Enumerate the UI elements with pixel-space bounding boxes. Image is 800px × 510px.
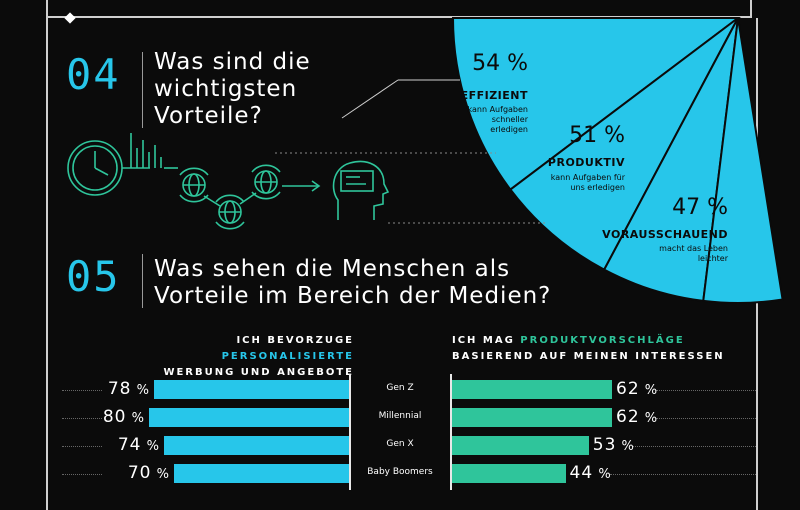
right-axis — [450, 374, 452, 490]
bar-graph-icon — [130, 133, 162, 168]
right-value-number-2: 62 — [616, 407, 640, 427]
generation-label-3: Gen X — [386, 439, 414, 449]
generation-label-2: Millennial — [378, 411, 422, 421]
fan-labels: 54 % EFFIZIENT kann Aufgabenschnellererled… — [461, 51, 729, 263]
left-value-unit-3: % — [141, 439, 160, 454]
globe-icon — [179, 167, 209, 203]
left-guide-1 — [62, 390, 102, 391]
fan-percent-3: 47 % — [672, 195, 728, 220]
left-bar-2 — [149, 408, 349, 427]
fan-label-3: VORAUSSCHAUEND — [602, 228, 728, 241]
left-value-number-1: 78 — [107, 379, 132, 399]
generation-label-4: Baby Boomers — [367, 467, 433, 477]
section-5-title-line-2: Vorteile im Bereich der Medien? — [154, 283, 552, 309]
section-5-divider — [142, 254, 143, 308]
left-value-3: 74 % — [102, 435, 160, 455]
section-4-title-line-2: wichtigsten — [154, 76, 298, 102]
fan-desc-3-1: macht das Leben — [659, 244, 728, 253]
left-value-unit-2: % — [126, 411, 145, 426]
fan-desc-2-1: kann Aufgaben für — [551, 173, 626, 182]
right-guide-4 — [609, 474, 756, 475]
fan-slice-1 — [451, 17, 741, 191]
left-chart-header: ICH BEVORZUGE PERSONALISIERTE WERBUNG UN… — [102, 333, 354, 381]
right-value-number-3: 53 — [592, 435, 617, 455]
right-chart-header: ICH MAG PRODUKTVORSCHLÄGE BASIEREND AUF … — [452, 333, 752, 365]
fan-label-2: PRODUKTIV — [548, 156, 625, 169]
fan-desc-1-3: erledigen — [490, 125, 528, 134]
right-bar-1 — [452, 380, 612, 399]
right-header-part-1: ICH MAG — [452, 335, 521, 346]
section-5-number: 05 — [66, 252, 121, 301]
section-5-title: Was sehen die Menschen als Vorteile im B… — [154, 256, 551, 310]
right-value-unit-2: % — [639, 411, 659, 426]
fan-label-1: EFFIZIENT — [461, 89, 528, 102]
right-value-unit-4: % — [593, 467, 612, 482]
left-value-2: 80 % — [87, 407, 145, 427]
right-header-highlight: PRODUKTVORSCHLÄGE — [520, 335, 685, 346]
right-value-3: 53 % — [593, 435, 653, 455]
left-header-part-1: ICH BEVORZUGE — [236, 335, 354, 346]
head-icon — [332, 160, 390, 220]
right-guide-2 — [656, 418, 756, 419]
fan-slices — [451, 17, 784, 304]
right-value-number-4: 44 — [569, 463, 594, 483]
fan-desc-3-2: leichter — [698, 254, 729, 263]
section-4-number: 04 — [66, 50, 121, 99]
process-illustration-icon — [67, 133, 390, 230]
generation-label-1: Gen Z — [386, 383, 414, 393]
left-axis — [349, 374, 351, 490]
fan-desc-1-1: kann Aufgaben — [468, 105, 529, 114]
left-value-number-3: 74 — [117, 435, 142, 455]
fan-percent-1: 54 % — [472, 51, 528, 76]
fan-desc-2-2: uns erledigen — [570, 183, 625, 192]
fan-percent-2: 51 % — [569, 123, 625, 148]
right-value-1: 62 % — [616, 379, 676, 399]
left-value-4: 70 % — [112, 463, 170, 483]
right-guide-1 — [656, 390, 756, 391]
globe-icon-2 — [215, 194, 245, 230]
section-4-title-line-1: Was sind die — [154, 49, 311, 75]
left-bar-1 — [154, 380, 349, 399]
right-value-2: 62 % — [616, 407, 676, 427]
pointer-lines — [341, 79, 460, 119]
left-header-highlight: PERSONALISIERTE — [221, 351, 354, 362]
left-bar-4 — [174, 464, 349, 483]
right-value-unit-3: % — [616, 439, 635, 454]
left-value-unit-1: % — [131, 383, 150, 398]
left-guide-4 — [62, 474, 102, 475]
section-4-title: Was sind die wichtigsten Vorteile? — [154, 49, 311, 130]
left-value-number-4: 70 — [127, 463, 152, 483]
right-bar-3 — [452, 436, 589, 455]
left-guide-2 — [62, 418, 102, 419]
frame-left — [46, 18, 48, 510]
right-value-4: 44 % — [570, 463, 630, 483]
section-4-title-line-3: Vorteile? — [154, 103, 263, 129]
fan-slice-4 — [702, 17, 784, 304]
left-value-unit-4: % — [151, 467, 170, 482]
left-value-number-2: 80 — [102, 407, 127, 427]
left-value-1: 78 % — [92, 379, 150, 399]
right-guide-3 — [632, 446, 756, 447]
fan-slice-2 — [508, 17, 739, 271]
right-bar-2 — [452, 408, 612, 427]
right-header-line-2: BASIEREND AUF MEINEN INTERESSEN — [452, 351, 725, 362]
globe-icon-3 — [251, 164, 281, 200]
left-bar-3 — [164, 436, 349, 455]
left-guide-3 — [62, 446, 102, 447]
section-4-divider — [142, 52, 143, 128]
right-value-unit-1: % — [639, 383, 659, 398]
right-bar-4 — [452, 464, 566, 483]
right-value-number-1: 62 — [616, 379, 640, 399]
left-header-line-2: WERBUNG UND ANGEBOTE — [163, 367, 354, 378]
frame-top — [46, 0, 752, 18]
fan-desc-1-2: schneller — [492, 115, 529, 124]
section-5-title-line-1: Was sehen die Menschen als — [154, 256, 511, 282]
